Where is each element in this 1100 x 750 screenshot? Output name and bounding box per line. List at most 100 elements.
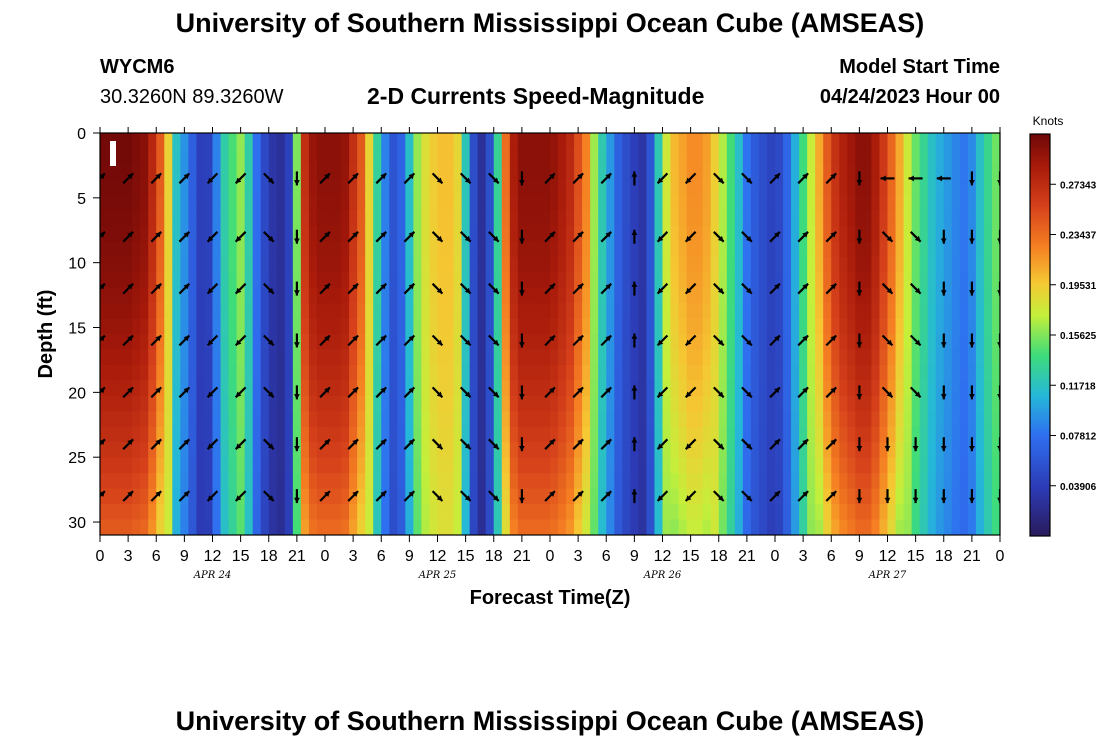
heatmap-cell [911,519,921,535]
page-title: University of Southern Mississippi Ocean… [175,8,925,38]
heatmap-cell [236,457,246,474]
heatmap-cell [694,148,704,165]
heatmap-cell [670,442,680,459]
heatmap-cell [333,163,342,180]
heatmap-cell [807,411,816,428]
heatmap-cell [847,163,856,180]
heatmap-cell [100,287,109,304]
current-arrow [122,438,134,450]
heatmap-cell [421,225,431,242]
heatmap-cell [630,179,639,196]
heatmap-cell [196,519,206,535]
heatmap-cell [517,241,527,258]
heatmap-cell [847,303,856,320]
current-arrow [100,172,106,180]
heatmap-cell [823,241,832,258]
current-arrow-head [717,391,724,398]
heatmap-cell [236,179,246,196]
heatmap-cell [333,504,342,521]
heatmap-cell [903,426,913,443]
heatmap-cell [268,473,278,490]
heatmap-cell [991,349,1000,366]
heatmap-cell [959,272,969,289]
heatmap-cell [116,287,125,304]
heatmap-cell [132,318,141,335]
heatmap-cell [630,133,639,150]
heatmap-cell [742,411,752,428]
heatmap-cell [421,364,431,381]
heatmap-cell [260,256,270,273]
heatmap-cell [316,241,326,258]
current-arrow [940,281,947,296]
current-arrow-head [940,342,947,348]
heatmap-cell [927,148,937,165]
heatmap-cell [220,426,230,443]
heatmap-cell [807,380,816,397]
heatmap-cell [341,488,350,505]
heatmap-cell [678,133,688,150]
heatmap-cell [590,318,599,335]
current-arrow [178,282,191,295]
heatmap-cell [252,426,262,443]
current-arrow [347,386,359,399]
heatmap-cell [879,442,889,459]
heatmap-cell [421,179,431,196]
heatmap-cell [349,303,358,320]
current-arrow-head [235,177,242,184]
heatmap-cell [525,426,535,443]
heatmap-cell [196,256,206,273]
heatmap-cell [333,241,342,258]
heatmap-cell [550,179,559,196]
heatmap-cell [501,395,511,412]
heatmap-cell [461,426,471,443]
heatmap-cell [100,364,109,381]
heatmap-cell [461,272,471,289]
current-arrow [940,333,947,348]
heatmap-cell [831,349,840,366]
heatmap-cell [300,303,310,320]
heatmap-cell [686,411,696,428]
heatmap-cell [582,473,591,490]
heatmap-cell [228,426,238,443]
heatmap-cell [943,272,953,289]
heatmap-cell [300,194,310,211]
heatmap-cell [453,442,463,459]
current-arrow-head [519,238,525,244]
heatmap-cell [815,457,824,474]
heatmap-cell [100,349,109,366]
current-arrow-head [235,287,242,294]
heatmap-cell [381,519,390,535]
heatmap-cell [887,457,897,474]
heatmap-cell [710,256,720,273]
heatmap-cell [855,194,864,211]
heatmap-cell [188,318,198,335]
heatmap-cell [397,272,406,289]
heatmap-cell [365,179,374,196]
heatmap-cell [276,303,286,320]
heatmap-cell [341,504,350,521]
heatmap-cell [485,473,495,490]
heatmap-cell [236,133,246,150]
heatmap-cell [734,519,744,535]
heatmap-cell [381,334,390,351]
heatmap-cell [140,334,149,351]
heatmap-cell [292,179,302,196]
heatmap-cell [919,395,929,412]
heatmap-cell [694,318,704,335]
heatmap-cell [148,411,157,428]
current-arrow [403,172,416,185]
heatmap-cell [710,488,720,505]
heatmap-cell [541,395,551,412]
heatmap-cell [517,303,527,320]
heatmap-cell [967,256,977,273]
heatmap-cell [758,519,768,535]
heatmap-cell [469,256,479,273]
heatmap-cell [132,163,141,180]
heatmap-cell [333,287,342,304]
heatmap-cell [469,442,479,459]
x-tick-label: 0 [996,548,1005,565]
heatmap-cell [397,411,406,428]
heatmap-cell [582,272,591,289]
heatmap-cell [501,318,511,335]
heatmap-cell [823,225,832,242]
